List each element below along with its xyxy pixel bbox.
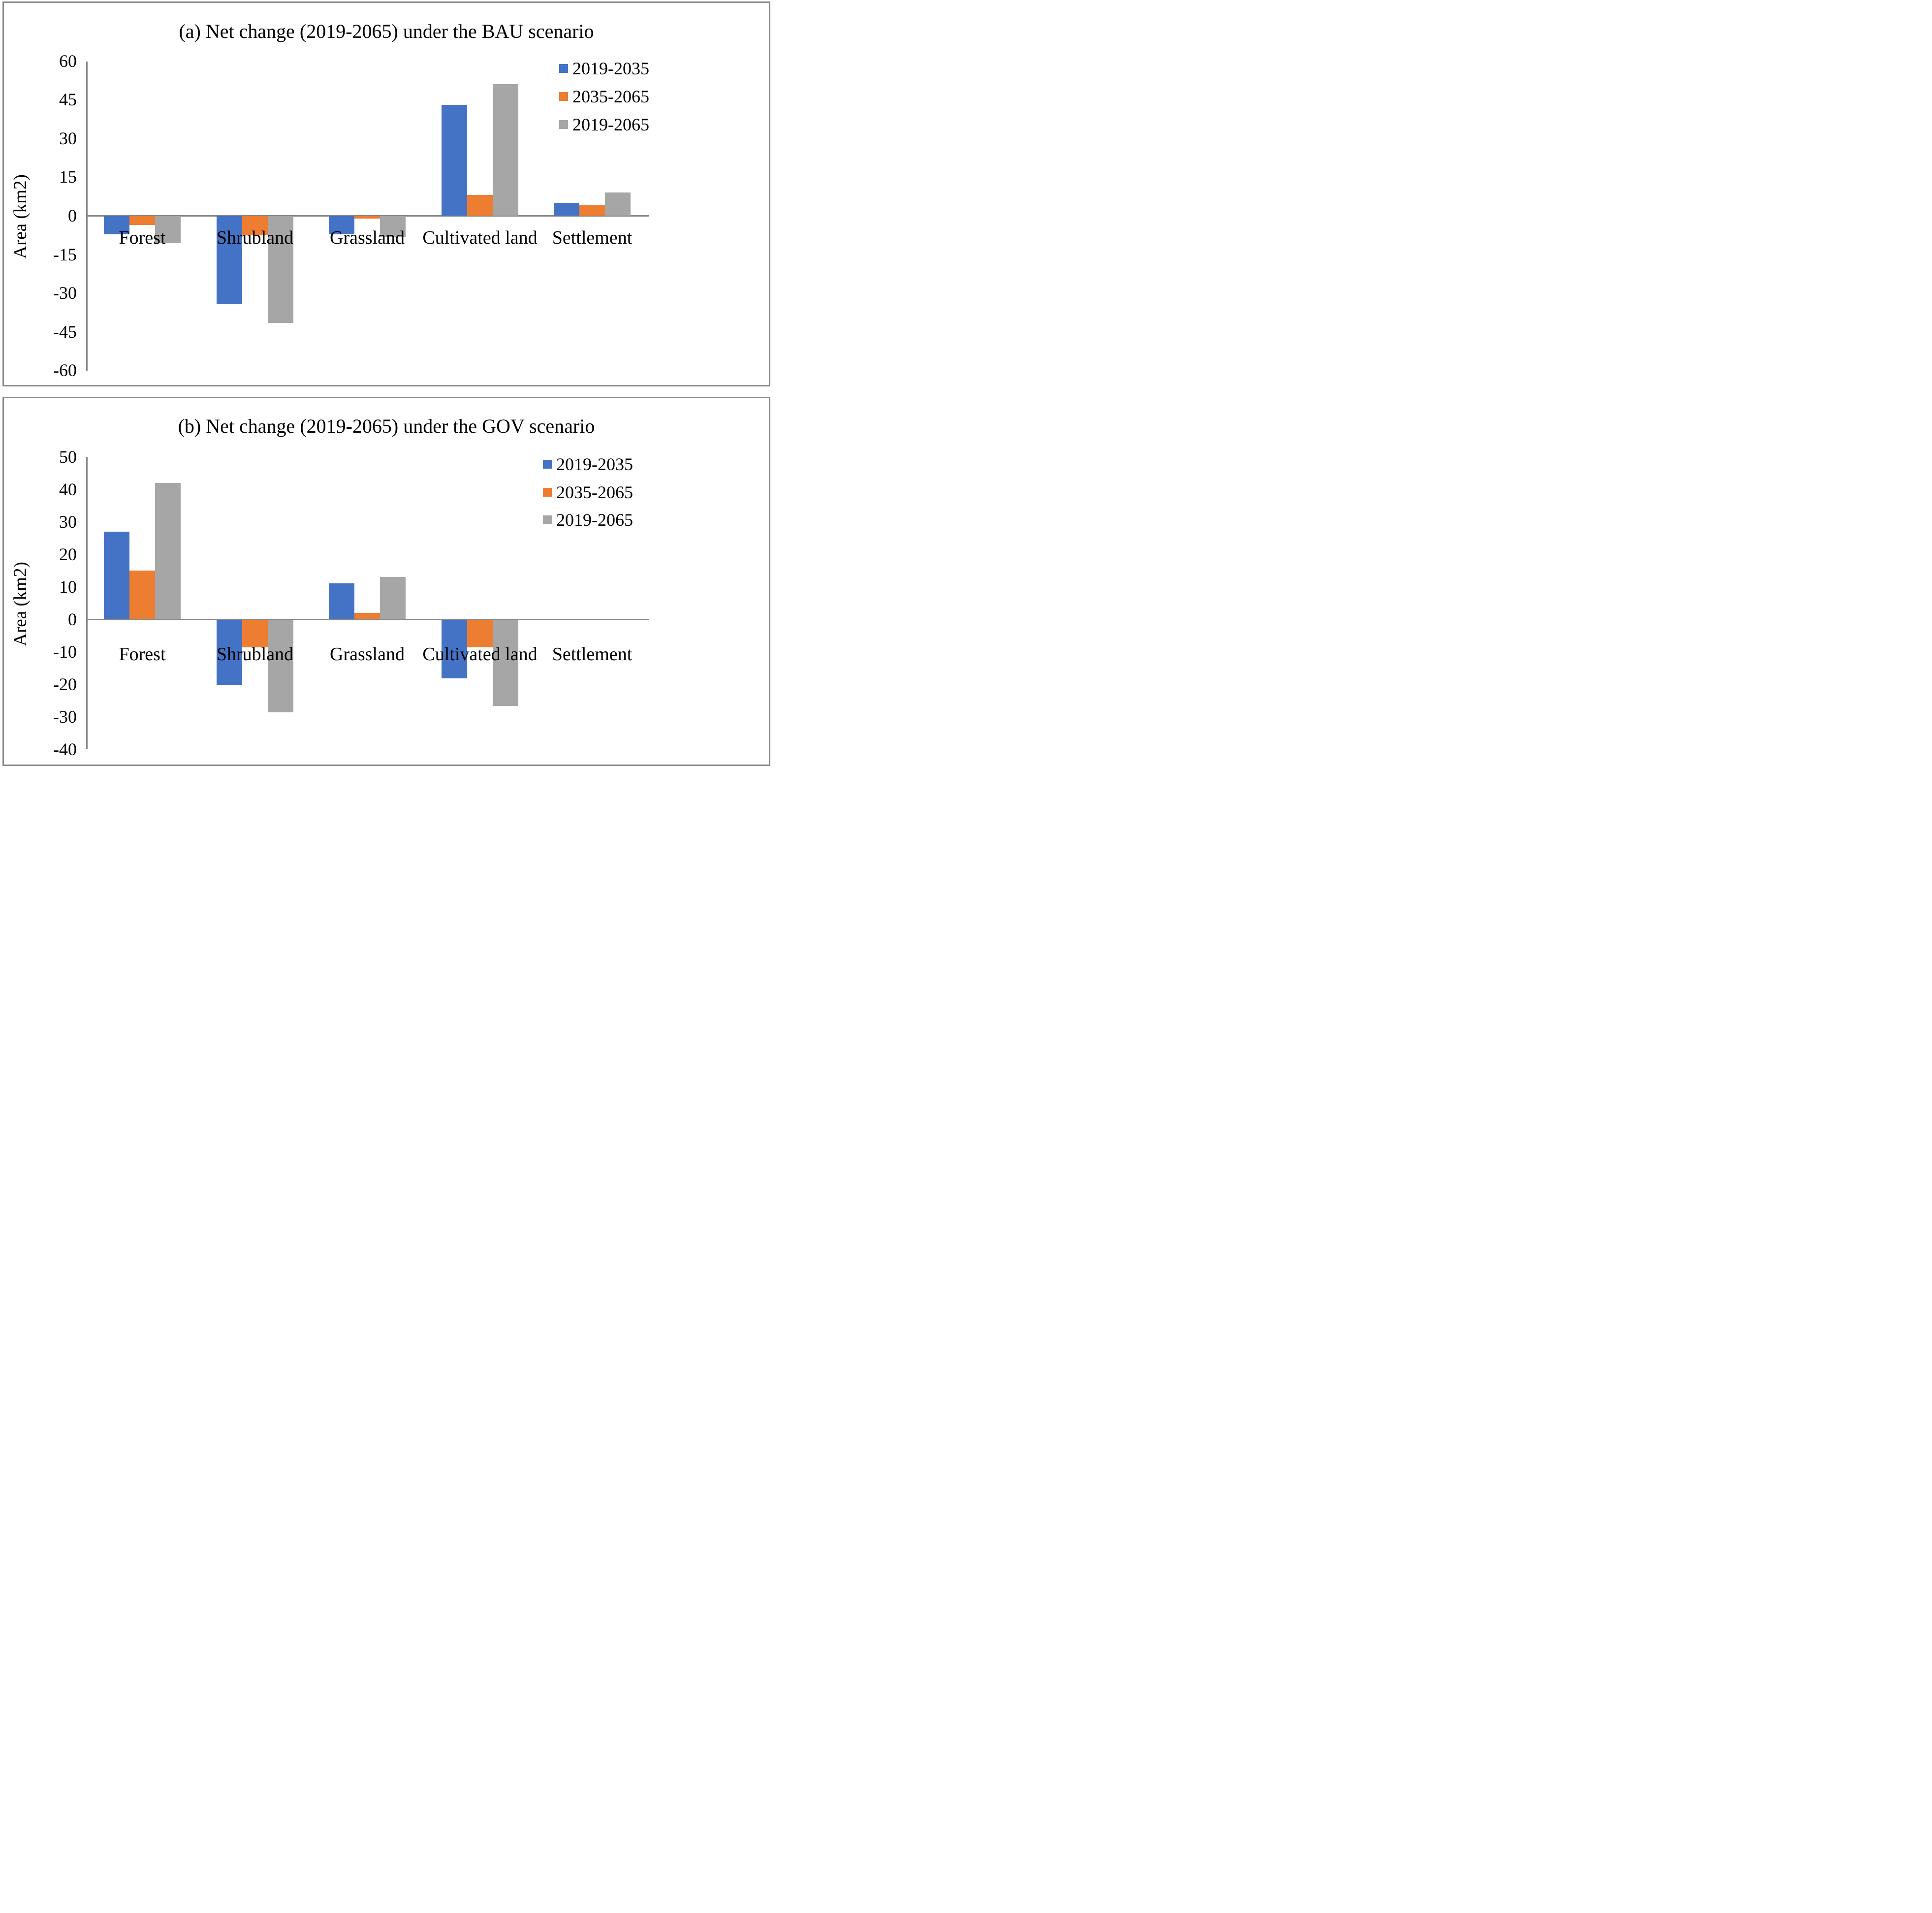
- legend-label: 2019-2065: [556, 510, 633, 530]
- y-tick-label: 40: [59, 479, 77, 499]
- y-tick-label: -10: [53, 642, 77, 662]
- legend-label: 2035-2065: [556, 482, 633, 502]
- legend-label: 2035-2065: [572, 87, 649, 106]
- legend-swatch-2035-2065: [559, 92, 568, 101]
- y-tick-label: -30: [53, 283, 77, 303]
- category-label-settlement: Settlement: [552, 644, 633, 665]
- panel-gov: (b) Net change (2019-2065) under the GOV…: [2, 397, 770, 766]
- bar-2019-2035-cultivated-land: [442, 104, 467, 216]
- y-tick-label: 0: [68, 206, 77, 225]
- bar-2019-2035-grassland: [329, 583, 354, 619]
- bar-2019-2065-shrubland: [268, 620, 293, 713]
- legend-label: 2019-2035: [556, 454, 633, 474]
- figure: (a) Net change (2019-2065) under the BAU…: [0, 0, 773, 769]
- legend-item-2019-2035: 2019-2035: [559, 59, 649, 78]
- legend-label: 2019-2065: [572, 115, 649, 134]
- legend-item-2019-2065: 2019-2065: [543, 510, 633, 530]
- legend-swatch-2019-2035: [543, 460, 552, 469]
- y-tick-label: 20: [59, 544, 77, 564]
- bar-2019-2065-settlement: [605, 192, 631, 216]
- y-tick-label: -20: [53, 674, 77, 694]
- bar-2019-2065-grassland: [380, 577, 406, 619]
- legend-item-2019-2065: 2019-2065: [559, 115, 649, 134]
- bar-2019-2035-cultivated-land: [442, 620, 467, 678]
- panel-bau: (a) Net change (2019-2065) under the BAU…: [2, 1, 770, 386]
- chart-title-bau: (a) Net change (2019-2065) under the BAU…: [179, 20, 594, 42]
- y-tick-label: -60: [53, 360, 77, 381]
- bar-2019-2035-forest: [104, 216, 129, 234]
- y-tick-label: 10: [59, 577, 77, 597]
- bar-2035-2065-shrubland: [242, 216, 268, 236]
- y-tick-label: -45: [53, 321, 77, 342]
- bar-2035-2065-cultivated-land: [467, 620, 493, 648]
- legend-item-2019-2035: 2019-2035: [543, 454, 633, 474]
- category-label-grassland: Grassland: [330, 227, 405, 248]
- y-axis-line: [86, 457, 88, 749]
- bar-2019-2065-grassland: [380, 216, 406, 237]
- y-tick-label: 0: [68, 609, 77, 629]
- category-label-shrubland: Shrubland: [216, 644, 294, 665]
- y-tick-label: -40: [53, 739, 77, 759]
- category-label-shrubland: Shrubland: [216, 227, 294, 248]
- category-label-settlement: Settlement: [552, 227, 633, 248]
- bar-2019-2035-settlement: [554, 202, 579, 216]
- bar-2035-2065-grassland: [354, 216, 380, 219]
- bar-2019-2065-shrubland: [268, 216, 293, 323]
- y-tick-label: -15: [53, 244, 77, 264]
- legend-label: 2019-2035: [572, 59, 649, 78]
- category-label-cultivated-land: Cultivated land: [422, 227, 538, 248]
- bar-2035-2065-forest: [129, 216, 155, 225]
- category-label-forest: Forest: [119, 227, 166, 248]
- legend-swatch-2035-2065: [543, 488, 552, 497]
- legend-swatch-2019-2035: [559, 64, 568, 73]
- x-axis-line: [87, 215, 649, 217]
- bar-2019-2065-cultivated-land: [493, 84, 518, 216]
- y-tick-label: 30: [59, 128, 77, 148]
- bar-2035-2065-shrubland: [242, 620, 268, 648]
- bar-2019-2065-forest: [155, 216, 181, 244]
- bar-2019-2035-shrubland: [217, 620, 242, 685]
- legend-swatch-2019-2065: [559, 120, 568, 129]
- legend-item-2035-2065: 2035-2065: [559, 87, 649, 106]
- chart-title-gov: (b) Net change (2019-2065) under the GOV…: [178, 415, 595, 437]
- legend-swatch-2019-2065: [543, 515, 552, 524]
- bar-2035-2065-settlement: [579, 205, 605, 216]
- bar-2019-2035-forest: [104, 531, 129, 619]
- y-tick-label: -30: [53, 707, 77, 727]
- bar-2019-2065-forest: [155, 482, 181, 619]
- category-label-cultivated-land: Cultivated land: [422, 644, 538, 665]
- y-tick-label: 15: [59, 167, 77, 187]
- bar-2035-2065-cultivated-land: [467, 195, 493, 216]
- bar-2019-2035-shrubland: [217, 216, 242, 304]
- bar-2035-2065-grassland: [354, 612, 380, 619]
- category-label-grassland: Grassland: [330, 644, 405, 665]
- x-axis-line: [87, 619, 649, 620]
- y-tick-label: 50: [59, 447, 77, 467]
- bar-2019-2065-cultivated-land: [493, 620, 518, 706]
- legend-item-2035-2065: 2035-2065: [543, 482, 633, 502]
- bar-2035-2065-forest: [129, 571, 155, 619]
- y-tick-label: 45: [59, 90, 77, 110]
- category-label-forest: Forest: [119, 644, 166, 665]
- y-tick-label: 30: [59, 512, 77, 532]
- y-tick-label: 60: [59, 51, 77, 71]
- bar-2019-2035-grassland: [329, 216, 354, 234]
